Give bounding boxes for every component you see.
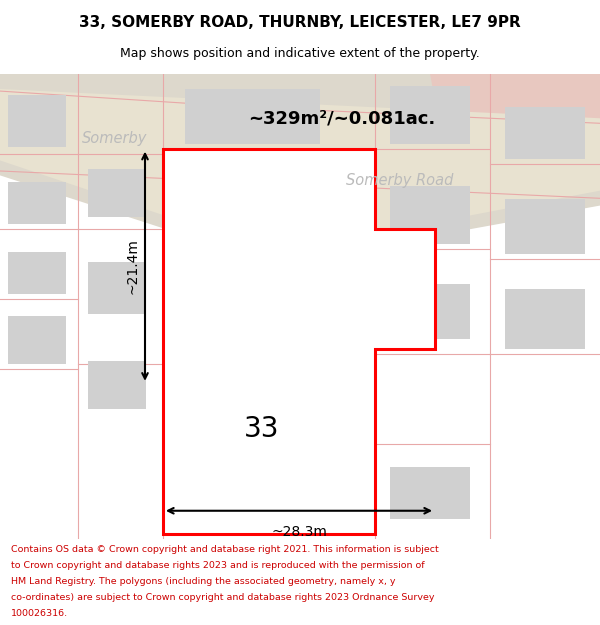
Polygon shape [430,74,600,184]
Bar [505,199,585,254]
Bar [88,169,146,217]
Text: ~329m²/~0.081ac.: ~329m²/~0.081ac. [248,110,435,128]
Text: ~21.4m: ~21.4m [125,238,139,294]
Bar [8,252,66,294]
Text: 33: 33 [244,415,280,442]
Bar [390,186,470,244]
Text: to Crown copyright and database rights 2023 and is reproduced with the permissio: to Crown copyright and database rights 2… [11,561,424,570]
Bar [185,469,320,519]
Text: 33, SOMERBY ROAD, THURNBY, LEICESTER, LE7 9PR: 33, SOMERBY ROAD, THURNBY, LEICESTER, LE… [79,14,521,29]
Bar [390,467,470,519]
Bar [88,361,146,409]
Bar [8,182,66,224]
Bar [390,284,470,339]
Bar [8,316,66,364]
Polygon shape [163,149,435,534]
Bar [8,95,66,147]
Polygon shape [0,89,600,231]
Text: Somerby Road: Somerby Road [346,173,454,188]
Text: Contains OS data © Crown copyright and database right 2021. This information is : Contains OS data © Crown copyright and d… [11,545,439,554]
Bar [390,86,470,144]
Text: 100026316.: 100026316. [11,609,68,618]
Bar [185,89,320,144]
Text: co-ordinates) are subject to Crown copyright and database rights 2023 Ordnance S: co-ordinates) are subject to Crown copyr… [11,593,434,602]
Bar [88,262,146,314]
Bar [185,344,320,419]
Text: Somerby: Somerby [82,131,148,146]
Bar [185,242,320,311]
Text: ~28.3m: ~28.3m [271,525,327,539]
Bar [505,107,585,159]
Text: HM Land Registry. The polygons (including the associated geometry, namely x, y: HM Land Registry. The polygons (includin… [11,577,395,586]
Text: Map shows position and indicative extent of the property.: Map shows position and indicative extent… [120,47,480,59]
Bar [505,289,585,349]
Polygon shape [0,74,600,244]
